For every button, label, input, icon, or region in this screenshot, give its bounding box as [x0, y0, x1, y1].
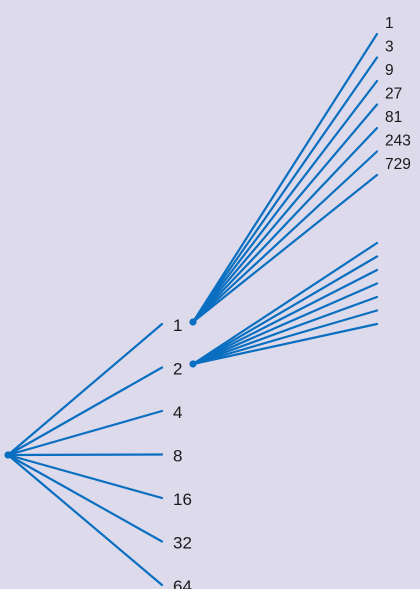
- label-two-power-16: 16: [173, 490, 192, 509]
- node-1: [189, 318, 197, 326]
- branch-line-two-8: [6, 453, 164, 457]
- node-2: [189, 360, 197, 368]
- powers-of-three-branch-lines: [191, 32, 379, 324]
- branch-line-three-9: [191, 79, 379, 324]
- label-three-power-81: 81: [385, 109, 402, 126]
- branch-line-from-2: [191, 322, 379, 366]
- branch-line-three-729: [191, 173, 379, 324]
- label-two-power-32: 32: [173, 534, 192, 553]
- label-two-power-2: 2: [173, 360, 182, 379]
- branch-from-2-lines: [191, 241, 379, 366]
- branch-line-three-1: [191, 32, 379, 324]
- label-two-power-1: 1: [173, 316, 182, 335]
- branch-line-from-2: [191, 268, 379, 366]
- branch-line-two-16: [6, 453, 164, 500]
- label-three-power-729: 729: [385, 156, 411, 173]
- powers-of-three-labels: 1 3 9 27 81 243 729: [385, 15, 411, 173]
- label-three-power-27: 27: [385, 86, 402, 103]
- branch-line-three-3: [191, 56, 379, 324]
- branch-line-from-2: [191, 241, 379, 366]
- branch-line-three-81: [191, 126, 379, 324]
- branch-line-two-32: [6, 453, 164, 543]
- label-two-power-64: 64: [173, 577, 192, 589]
- label-two-power-8: 8: [173, 447, 182, 466]
- branch-line-from-2: [191, 309, 379, 366]
- branch-line-from-2: [191, 255, 379, 366]
- root-node: [4, 451, 12, 459]
- branch-nodes: [4, 318, 197, 459]
- branch-line-three-27: [191, 103, 379, 324]
- label-three-power-1: 1: [385, 15, 394, 32]
- label-three-power-9: 9: [385, 62, 394, 79]
- branch-line-two-64: [6, 453, 164, 587]
- powers-of-two-branch-lines: [6, 322, 164, 587]
- powers-of-two-labels: 1 2 4 8 16 32 64: [173, 316, 192, 589]
- branch-line-from-2: [191, 282, 379, 366]
- label-three-power-3: 3: [385, 39, 394, 56]
- branch-line-two-4: [6, 409, 164, 457]
- branch-line-from-2: [191, 295, 379, 366]
- label-two-power-4: 4: [173, 403, 182, 422]
- branch-line-two-1: [6, 322, 164, 457]
- branch-line-two-2: [6, 366, 164, 457]
- label-three-power-243: 243: [385, 133, 411, 150]
- branch-line-three-243: [191, 150, 379, 324]
